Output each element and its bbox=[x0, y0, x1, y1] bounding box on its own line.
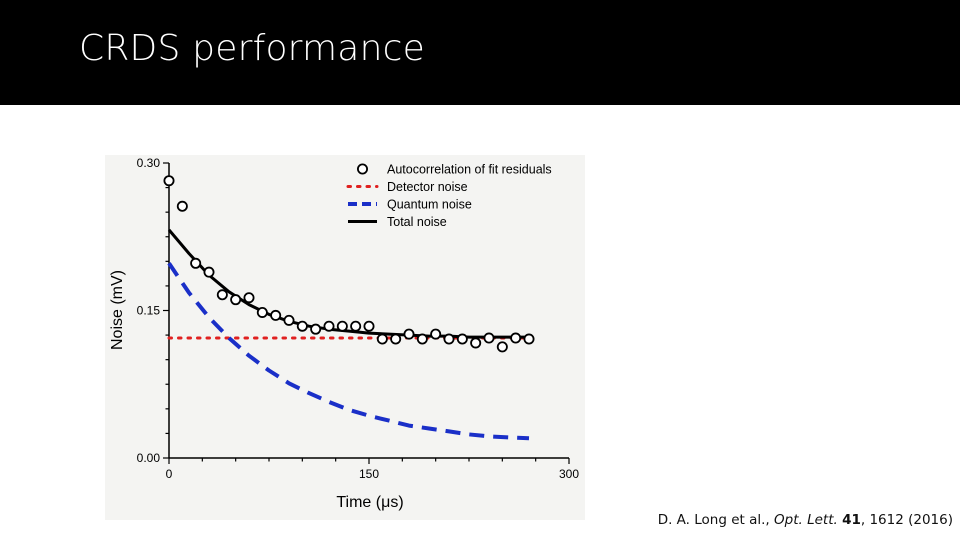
legend-marker-autocorrelation-of-fit-residuals bbox=[356, 163, 368, 175]
autocorrelation-of-fit-residuals-point bbox=[230, 294, 242, 306]
x-tick-label: 300 bbox=[559, 467, 579, 481]
axes: 0 150 300 0.00 0.15 0.30 bbox=[137, 156, 580, 481]
citation-volume: 41 bbox=[842, 512, 861, 528]
autocorrelation-of-fit-residuals-point bbox=[470, 337, 482, 349]
autocorrelation-of-fit-residuals-point bbox=[270, 309, 282, 321]
citation: D. A. Long et al., Opt. Lett. 41, 1612 (… bbox=[658, 512, 953, 528]
total-noise-line bbox=[167, 228, 529, 339]
y-tick-label: 0.30 bbox=[137, 156, 161, 170]
legend-label-total-noise: Total noise bbox=[387, 215, 447, 229]
autocorrelation-of-fit-residuals-point bbox=[363, 320, 375, 332]
autocorrelation-of-fit-residuals-point bbox=[510, 332, 522, 344]
autocorrelation-of-fit-residuals-point bbox=[483, 332, 495, 344]
autocorrelation-of-fit-residuals-point bbox=[163, 175, 175, 187]
autocorrelation-of-fit-residuals-point bbox=[430, 328, 442, 340]
legend-label-detector-noise: Detector noise bbox=[387, 180, 468, 194]
x-tick-label: 150 bbox=[359, 467, 379, 481]
title-bar: CRDS performance bbox=[0, 0, 960, 105]
x-axis-label: Time (μs) bbox=[336, 494, 403, 511]
autocorrelation-of-fit-residuals-point bbox=[190, 257, 202, 269]
autocorrelation-of-fit-residuals-point bbox=[523, 333, 535, 345]
autocorrelation-of-fit-residuals-point bbox=[456, 333, 468, 345]
chart-svg: 0 150 300 0.00 0.15 0.30 Autocorrelation of f… bbox=[105, 155, 585, 520]
autocorrelation-of-fit-residuals-point bbox=[216, 289, 228, 301]
citation-pages-year: , 1612 (2016) bbox=[860, 512, 953, 528]
autocorrelation-of-fit-residuals-point bbox=[310, 323, 322, 335]
autocorrelation-of-fit-residuals-point bbox=[323, 320, 335, 332]
quantum-noise-line bbox=[167, 262, 530, 441]
autocorrelation-of-fit-residuals-point bbox=[376, 333, 388, 345]
autocorrelation-of-fit-residuals-point bbox=[296, 320, 308, 332]
y-tick-label: 0.15 bbox=[137, 304, 161, 318]
citation-authors: D. A. Long et al., bbox=[657, 512, 774, 528]
autocorrelation-of-fit-residuals-point bbox=[443, 333, 455, 345]
noise-chart: 0 150 300 0.00 0.15 0.30 Autocorrelation of f… bbox=[105, 155, 585, 520]
y-axis-label: Noise (mV) bbox=[109, 270, 126, 350]
slide-title: CRDS performance bbox=[79, 28, 425, 69]
citation-journal: Opt. Lett. bbox=[774, 512, 838, 528]
legend-label-autocorrelation-of-fit-residuals: Autocorrelation of fit residuals bbox=[387, 163, 552, 177]
autocorrelation-of-fit-residuals-point bbox=[176, 200, 188, 212]
autocorrelation-of-fit-residuals-point bbox=[496, 341, 508, 353]
x-tick-label: 0 bbox=[166, 467, 173, 481]
series-layer bbox=[163, 175, 535, 441]
legend: Autocorrelation of fit residuals Detector… bbox=[346, 163, 552, 229]
autocorrelation-of-fit-residuals-point bbox=[203, 266, 215, 278]
y-tick-label: 0.00 bbox=[137, 451, 161, 465]
legend-label-quantum-noise: Quantum noise bbox=[387, 198, 472, 212]
autocorrelation-of-fit-residuals-series bbox=[163, 175, 535, 353]
autocorrelation-of-fit-residuals-point bbox=[243, 292, 255, 304]
autocorrelation-of-fit-residuals-point bbox=[283, 314, 295, 326]
autocorrelation-of-fit-residuals-point bbox=[350, 320, 362, 332]
autocorrelation-of-fit-residuals-point bbox=[336, 320, 348, 332]
autocorrelation-of-fit-residuals-point bbox=[256, 306, 268, 318]
autocorrelation-of-fit-residuals-point bbox=[416, 333, 428, 345]
autocorrelation-of-fit-residuals-point bbox=[403, 328, 415, 340]
autocorrelation-of-fit-residuals-point bbox=[390, 333, 402, 345]
